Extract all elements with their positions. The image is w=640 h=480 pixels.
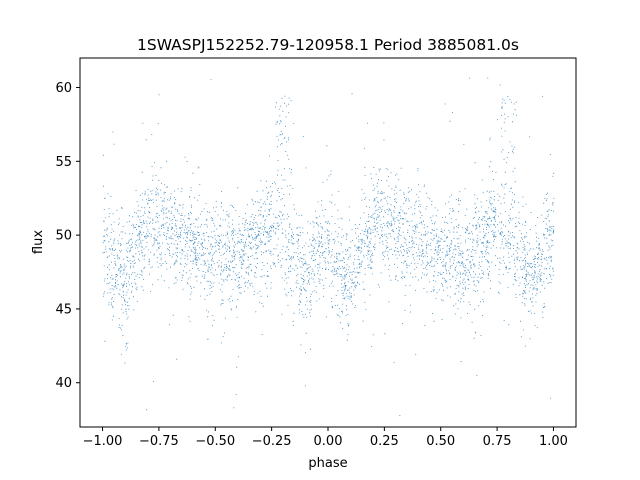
data-points: [102, 77, 555, 416]
x-tick-label: −0.50: [195, 434, 235, 449]
y-axis-label: flux: [31, 230, 46, 254]
y-tick-label: 60: [55, 81, 72, 96]
x-tick-label: 0.25: [370, 434, 399, 449]
x-axis-label: phase: [308, 456, 347, 471]
x-tick-label: 1.00: [539, 434, 568, 449]
x-tick-label: 0.00: [314, 434, 343, 449]
y-tick-label: 40: [55, 376, 72, 391]
x-tick-label: −1.00: [83, 434, 123, 449]
chart-title: 1SWASPJ152252.79-120958.1 Period 3885081…: [137, 36, 519, 54]
flux-points: [102, 77, 555, 416]
x-tick-label: 0.75: [483, 434, 512, 449]
y-axis: 40 45 50 55 60: [55, 81, 80, 391]
y-tick-label: 50: [55, 229, 72, 244]
x-axis: −1.00 −0.75 −0.50 −0.25 0.00 0.25 0.50 0.75 1.00: [83, 427, 568, 449]
x-tick-label: −0.25: [252, 434, 292, 449]
x-tick-label: −0.75: [139, 434, 179, 449]
y-tick-label: 45: [55, 302, 72, 317]
y-tick-label: 55: [55, 155, 72, 170]
x-tick-label: 0.50: [426, 434, 455, 449]
